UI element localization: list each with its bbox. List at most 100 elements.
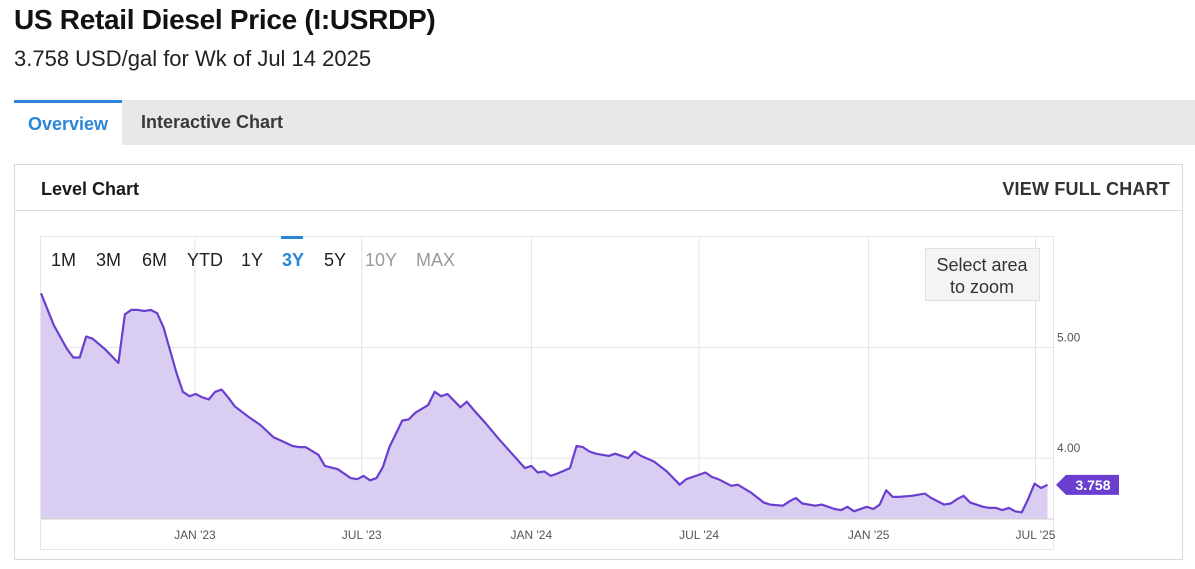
data-point: [982, 506, 984, 508]
data-point: [891, 496, 893, 498]
data-point: [1027, 498, 1029, 500]
data-point: [1033, 482, 1035, 484]
data-point: [124, 313, 126, 315]
zoom-hint-text: to zoom: [950, 277, 1014, 297]
data-point: [614, 453, 616, 455]
data-point: [782, 505, 784, 507]
data-point: [214, 391, 216, 393]
data-point: [414, 412, 416, 414]
data-point: [685, 478, 687, 480]
data-point: [511, 453, 513, 455]
data-point: [433, 391, 435, 393]
data-point: [853, 510, 855, 512]
data-point: [324, 465, 326, 467]
data-point: [91, 337, 93, 339]
data-point: [459, 406, 461, 408]
data-point: [588, 450, 590, 452]
data-point: [879, 503, 881, 505]
data-point: [949, 502, 951, 504]
data-point: [730, 485, 732, 487]
data-point: [317, 454, 319, 456]
tab-interactive-chart[interactable]: Interactive Chart: [141, 112, 284, 132]
series-area: [41, 293, 1048, 519]
data-point: [930, 497, 932, 499]
data-point: [472, 408, 474, 410]
data-point: [833, 508, 835, 510]
data-point: [356, 478, 358, 480]
data-point: [872, 508, 874, 510]
data-point: [1040, 487, 1042, 489]
data-point: [440, 395, 442, 397]
data-point: [840, 509, 842, 511]
range-button-5y[interactable]: 5Y: [324, 250, 346, 270]
data-point: [537, 471, 539, 473]
data-point: [1020, 511, 1022, 513]
data-point: [543, 470, 545, 472]
data-point: [259, 424, 261, 426]
data-point: [72, 356, 74, 358]
data-point: [1001, 509, 1003, 511]
y-tick-label: 5.00: [1057, 331, 1081, 345]
data-point: [885, 489, 887, 491]
data-point: [653, 460, 655, 462]
data-point: [988, 507, 990, 509]
data-point: [762, 501, 764, 503]
data-point: [427, 404, 429, 406]
zoom-hint-box: [925, 248, 1040, 301]
data-point: [608, 455, 610, 457]
range-button-3m[interactable]: 3M: [96, 250, 121, 270]
data-point: [924, 492, 926, 494]
chart-area[interactable]: JAN '23 JUL '23 JAN '24 JUL '24 JAN '25 JUL '…: [40, 236, 1170, 552]
data-point: [820, 503, 822, 505]
data-point: [717, 478, 719, 480]
data-point: [866, 506, 868, 508]
range-button-6m[interactable]: 6M: [142, 250, 167, 270]
data-point: [530, 465, 532, 467]
data-point: [795, 497, 797, 499]
x-tick-label: JAN '24: [511, 528, 553, 542]
data-point: [369, 479, 371, 481]
data-point: [485, 423, 487, 425]
data-point: [188, 395, 190, 397]
range-button-active-indicator: [281, 236, 303, 239]
data-point: [401, 419, 403, 421]
data-point: [595, 453, 597, 455]
range-button-max: MAX: [416, 250, 455, 270]
data-point: [1014, 510, 1016, 512]
data-point: [524, 467, 526, 469]
data-point: [898, 496, 900, 498]
data-point: [98, 343, 100, 345]
data-point: [182, 391, 184, 393]
data-point: [633, 450, 635, 452]
data-point: [704, 471, 706, 473]
data-point: [846, 506, 848, 508]
range-button-ytd[interactable]: YTD: [187, 250, 223, 270]
view-full-chart-link[interactable]: VIEW FULL CHART: [1002, 179, 1170, 199]
data-point: [814, 505, 816, 507]
data-point: [956, 498, 958, 500]
data-point: [691, 476, 693, 478]
data-point: [995, 507, 997, 509]
data-point: [408, 418, 410, 420]
series-line: [40, 292, 1048, 514]
data-point: [375, 477, 377, 479]
range-button-3y[interactable]: 3Y: [282, 250, 304, 270]
range-button-1m[interactable]: 1M: [51, 250, 76, 270]
data-point: [549, 475, 551, 477]
data-point: [304, 446, 306, 448]
data-point: [640, 455, 642, 457]
data-point: [195, 393, 197, 395]
data-point: [737, 484, 739, 486]
page-subtitle: 3.758 USD/gal for Wk of Jul 14 2025: [14, 46, 372, 71]
tab-overview[interactable]: Overview: [14, 100, 122, 145]
data-point: [208, 398, 210, 400]
level-chart[interactable]: JAN '23 JUL '23 JAN '24 JUL '24 JAN '25 JUL '…: [40, 236, 1170, 552]
y-tick-label: 4.00: [1057, 441, 1081, 455]
data-point: [337, 468, 339, 470]
zoom-hint-text: Select area: [936, 255, 1028, 275]
data-point: [246, 415, 248, 417]
data-point: [679, 484, 681, 486]
data-point: [627, 457, 629, 459]
range-button-1y[interactable]: 1Y: [241, 250, 263, 270]
data-point: [143, 310, 145, 312]
